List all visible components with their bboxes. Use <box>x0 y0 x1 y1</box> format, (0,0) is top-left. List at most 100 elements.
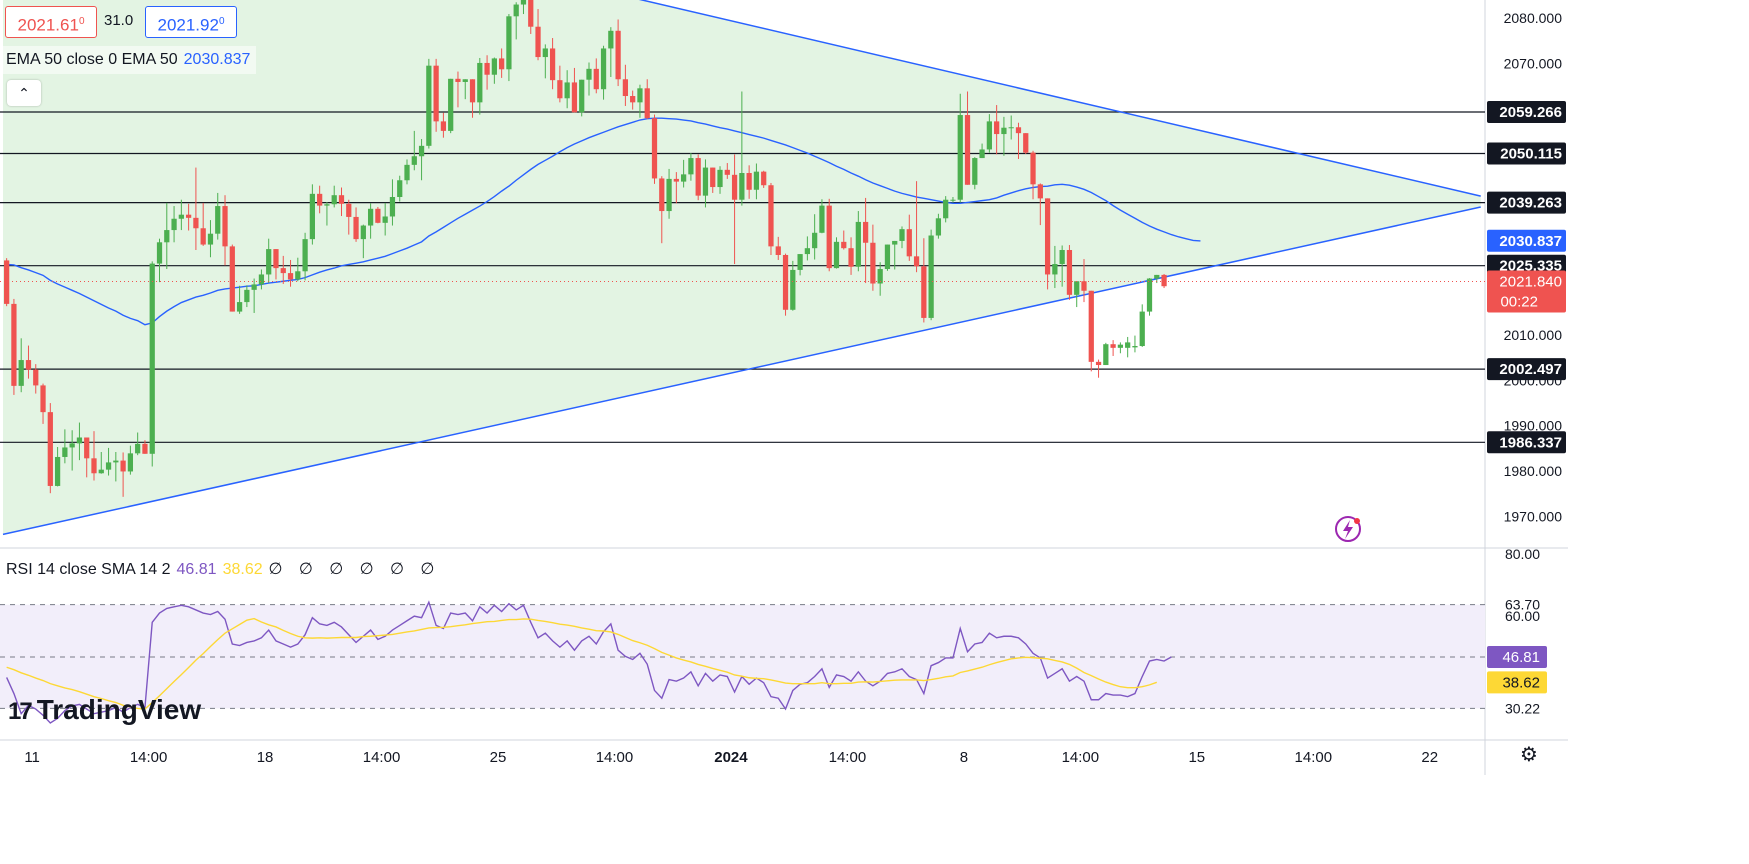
ask-price-box[interactable]: 2021.920 <box>145 6 237 38</box>
candle-body <box>397 180 403 198</box>
candle-body <box>91 458 97 474</box>
gear-icon[interactable]: ⚙ <box>1520 744 1538 766</box>
candle-body <box>1081 281 1087 291</box>
candle-body <box>819 205 825 233</box>
price-axis-tick: 1990.000 <box>1504 418 1563 434</box>
candle-body <box>1103 344 1109 366</box>
candle-body <box>622 79 629 97</box>
candle-body <box>33 369 39 386</box>
time-axis-tick: 2024 <box>714 749 748 766</box>
time-axis-tick: 25 <box>490 749 507 766</box>
candle-body <box>367 208 374 226</box>
level-label-box <box>1487 358 1566 381</box>
candle-body <box>994 121 1000 135</box>
candle-body <box>921 266 927 318</box>
rsi-legend[interactable]: RSI 14 close SMA 14 2 46.81 38.62 ∅ ∅ ∅ ∅ ∅… <box>6 559 440 581</box>
candle-body <box>62 447 68 457</box>
candle-body <box>433 65 439 122</box>
ema-axis-label: 2030.837 <box>1499 233 1562 250</box>
level-label: 2050.115 <box>1500 145 1562 162</box>
candle-body <box>862 221 869 243</box>
candle-body <box>528 0 534 27</box>
candle-body <box>1066 249 1073 295</box>
candle-body <box>688 158 694 175</box>
spread-value: 31.0 <box>104 12 134 29</box>
rsi-legend-label: RSI 14 close SMA 14 2 <box>6 561 171 578</box>
candle-body <box>127 453 134 472</box>
candle-body <box>957 115 963 200</box>
candle-body <box>593 68 599 90</box>
candle-body <box>287 273 294 280</box>
candle-body <box>1052 264 1058 275</box>
candle-body <box>804 248 810 255</box>
candle-body <box>331 195 337 205</box>
candle-body <box>637 88 643 103</box>
candle-body <box>156 242 163 264</box>
candle-body <box>702 167 709 196</box>
trading-chart[interactable]: 2080.0002070.0002060.0002050.0002040.000… <box>0 0 1568 775</box>
candle-body <box>346 203 352 217</box>
candle-body <box>717 169 723 188</box>
candle-body <box>135 443 141 454</box>
tradingview-logo-text: TradingView <box>36 694 202 725</box>
candle-body <box>200 228 206 245</box>
triangle-zone <box>3 0 1481 535</box>
candle-body <box>186 214 192 218</box>
time-axis-tick: 11 <box>24 749 40 766</box>
candle-body <box>484 62 490 75</box>
time-axis-tick: 14:00 <box>1062 749 1100 766</box>
candle-body <box>928 235 934 318</box>
candle-body <box>1132 346 1138 348</box>
candle-body <box>644 88 650 119</box>
candle-body <box>1095 361 1102 366</box>
candle-body <box>244 289 250 303</box>
candle-body <box>411 156 417 165</box>
ema-legend-value: 2030.837 <box>183 51 251 68</box>
candle-body <box>746 173 752 190</box>
candle-body <box>833 241 840 269</box>
rsi-axis-tick: 63.70 <box>1505 597 1540 613</box>
candle-body <box>630 96 636 103</box>
time-axis-tick: 14:00 <box>363 749 401 766</box>
candle-body <box>710 167 716 188</box>
candle-body <box>571 82 578 113</box>
candle-body <box>338 195 345 204</box>
candle-body <box>207 233 214 245</box>
candle-body <box>513 4 519 17</box>
chevron-up-icon: ⌃ <box>18 85 30 101</box>
time-axis-tick: 14:00 <box>130 749 168 766</box>
candle-body <box>353 216 359 240</box>
ema-legend[interactable]: EMA 50 close 0 EMA 50 2030.837 <box>0 46 257 74</box>
candle-body <box>280 268 286 274</box>
rsi-axis-label-box <box>1487 671 1547 694</box>
candle-body <box>1088 290 1094 362</box>
candle-body <box>768 185 774 247</box>
candle-body <box>884 244 891 270</box>
candle-body <box>775 246 781 255</box>
level-label: 2039.263 <box>1499 195 1562 212</box>
candle-body <box>440 121 447 131</box>
bid-price-box[interactable]: 2021.610 <box>5 6 97 38</box>
candle-body <box>258 274 265 285</box>
candle-body <box>295 271 301 280</box>
collapse-legend-button[interactable]: ⌃ <box>7 80 41 106</box>
level-label: 1986.337 <box>1499 434 1562 451</box>
candle-body <box>54 456 61 486</box>
time-axis-tick: 14:00 <box>829 749 867 766</box>
candle-body <box>681 174 687 182</box>
candle-body <box>1008 127 1014 129</box>
rsi-sma-line <box>6 617 1158 710</box>
candle-body <box>499 58 505 70</box>
rsi-line <box>6 600 1172 724</box>
trendline <box>2 206 1481 536</box>
candle-body <box>251 284 257 290</box>
candle-body <box>935 218 942 236</box>
candle-body <box>506 16 512 70</box>
price-axis-tick: 2070.000 <box>1504 55 1563 71</box>
level-label: 2002.497 <box>1499 361 1562 378</box>
tradingview-logo[interactable]: 17 TradingView <box>8 690 201 730</box>
candle-body <box>557 80 563 99</box>
candle-body <box>1139 311 1145 347</box>
rsi-axis-label: 46.81 <box>1502 649 1540 666</box>
candle-body <box>302 239 308 272</box>
